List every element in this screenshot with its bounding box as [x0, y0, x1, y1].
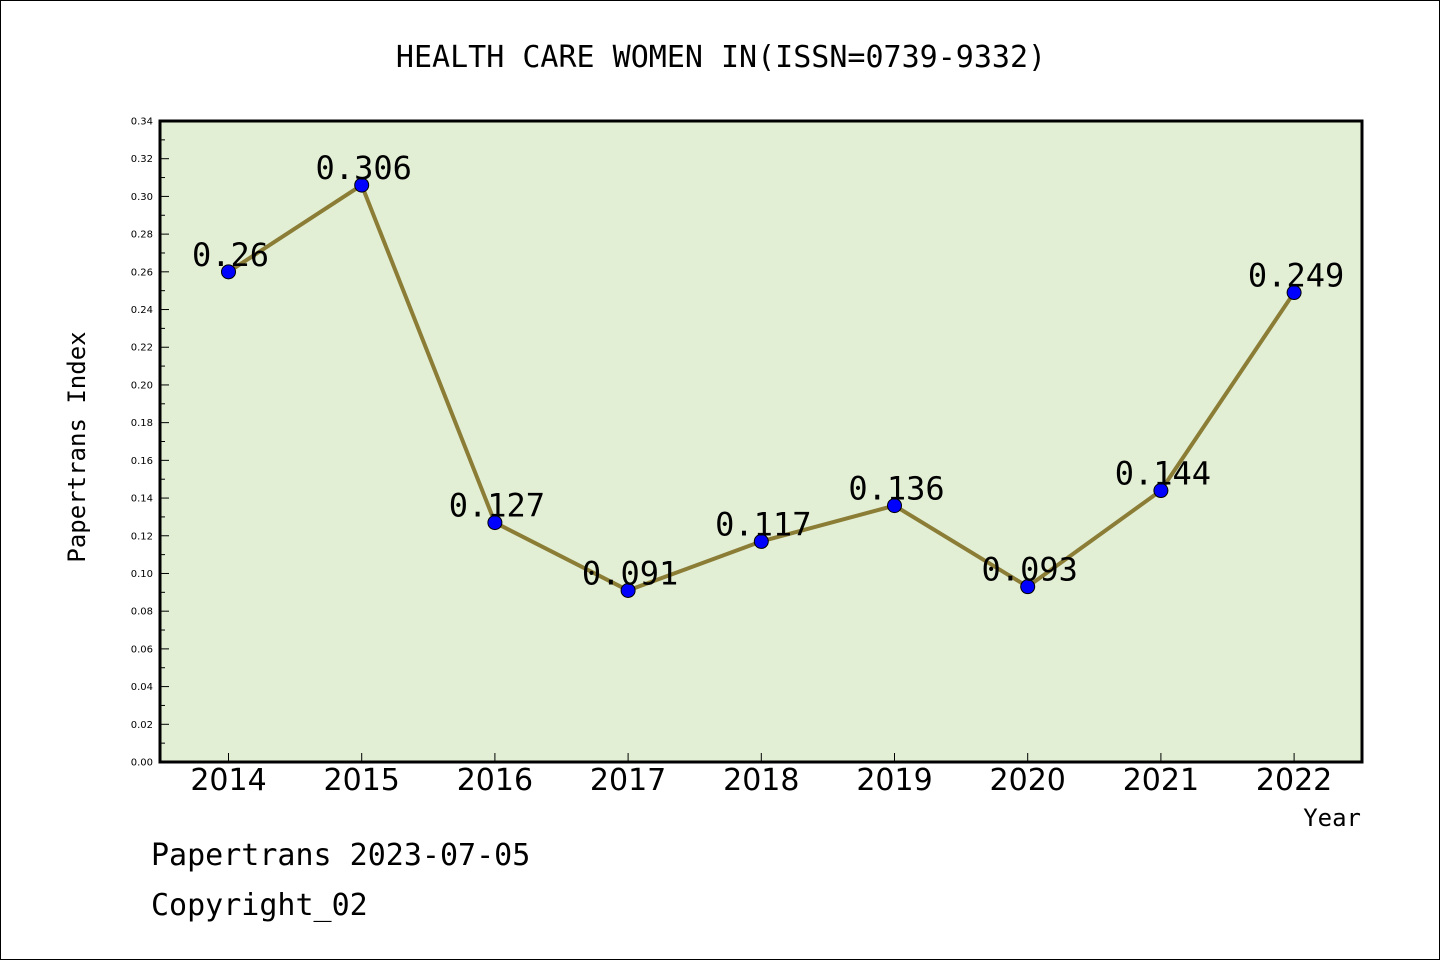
x-tick-label: 2018 [723, 763, 799, 798]
y-tick-label: 0.30 [131, 192, 153, 203]
y-axis: 0.00 0.02 0.04 0.06 0.08 0.10 0.12 0.14 0.16 0.18… [131, 117, 169, 769]
data-point-marker [753, 533, 769, 549]
data-point-label: 0.26 [192, 236, 269, 274]
y-tick-label: 0.24 [131, 305, 153, 316]
plot-area [158, 119, 1364, 764]
data-point-marker [1286, 285, 1302, 301]
series-line [221, 177, 1302, 598]
y-tick-label: 0.16 [131, 456, 153, 467]
data-point-label: 0.249 [1248, 257, 1344, 295]
chart-title: HEALTH CARE WOMEN IN(ISSN=0739-9332) [396, 40, 1046, 75]
y-tick-label: 0.12 [131, 531, 153, 542]
y-tick-label: 0.06 [131, 644, 153, 655]
data-point-label: 0.306 [316, 149, 412, 187]
data-point-marker [887, 498, 902, 514]
y-tick-label: 0.26 [131, 267, 153, 278]
footer-copyright: Copyright_02 [151, 888, 368, 923]
y-tick-label: 0.14 [131, 494, 153, 505]
data-point-label: 0.136 [848, 470, 944, 508]
data-point-marker [354, 177, 370, 193]
y-tick-label: 0.08 [131, 607, 153, 618]
data-point-marker [487, 515, 503, 531]
data-point-label: 0.144 [1115, 455, 1211, 493]
data-point-marker [221, 264, 236, 280]
x-tick-label: 2019 [856, 763, 932, 798]
x-tick-label: 2015 [324, 763, 400, 798]
x-axis: 2014 2015 2016 2017 2018 2019 2020 2021 2022 [190, 753, 1332, 798]
data-labels: 0.26 0.306 0.127 0.091 0.117 0.136 0.093 0.144 0… [192, 149, 1344, 592]
y-axis-label: Papertrans Index [63, 331, 91, 562]
data-point-label: 0.093 [982, 551, 1078, 589]
x-tick-label: 2020 [990, 763, 1066, 798]
x-tick-label: 2022 [1256, 763, 1332, 798]
y-tick-label: 0.02 [131, 720, 153, 731]
y-tick-label: 0.00 [131, 758, 153, 769]
data-point-marker [1020, 579, 1036, 595]
y-tick-label: 0.22 [131, 343, 153, 354]
data-point-label: 0.091 [582, 554, 678, 592]
y-tick-label: 0.20 [131, 380, 153, 391]
footer-date: Papertrans 2023-07-05 [151, 838, 530, 873]
data-point-marker [1153, 483, 1169, 499]
y-tick-label: 0.18 [131, 418, 153, 429]
y-tick-label: 0.34 [131, 117, 153, 128]
y-tick-label: 0.28 [131, 230, 153, 241]
y-tick-label: 0.04 [131, 682, 153, 693]
x-tick-label: 2021 [1123, 763, 1199, 798]
data-point-label: 0.117 [715, 505, 811, 543]
x-tick-label: 2017 [590, 763, 666, 798]
x-axis-label: Year [1303, 804, 1361, 832]
y-tick-label: 0.32 [131, 154, 153, 165]
data-point-marker [620, 582, 636, 598]
data-point-label: 0.127 [449, 487, 545, 525]
y-tick-label: 0.10 [131, 569, 153, 580]
x-tick-label: 2016 [457, 763, 533, 798]
x-tick-label: 2014 [190, 763, 266, 798]
